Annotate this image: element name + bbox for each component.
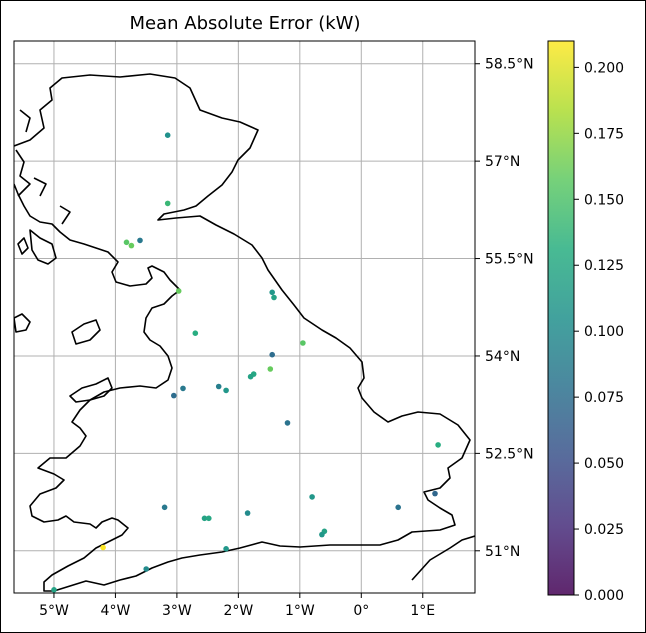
coastline-loch-2 (33, 177, 47, 197)
latitude-ticks: 51°N 52.5°N 54°N 55.5°N 57°N 58.5°N (475, 57, 534, 560)
data-point (432, 490, 438, 497)
lon-tick-label: 3°W (162, 603, 192, 619)
lon-tick-label: 0° (353, 603, 369, 619)
lon-tick-label: 2°W (223, 603, 253, 619)
data-point (269, 289, 276, 296)
map-area (13, 40, 476, 594)
data-point (395, 504, 402, 511)
lon-tick-label: 1°W (285, 603, 315, 619)
coastline-islands-1 (29, 229, 57, 265)
data-point (192, 330, 199, 337)
coastline-scotland-west (15, 149, 31, 197)
colorbar-tick-label: 0.150 (584, 192, 624, 208)
lon-tick-label: 1°E (410, 603, 435, 619)
coastline-france (411, 535, 475, 581)
coastline-loch-3 (59, 205, 71, 225)
data-point (164, 200, 171, 207)
chart-title: Mean Absolute Error (kW) (129, 13, 360, 34)
data-point (128, 242, 135, 249)
lat-tick-label: 54°N (485, 349, 520, 365)
coastline-isle-of-man (71, 319, 101, 345)
data-point (269, 351, 276, 358)
colorbar-ticks: 0.000 0.025 0.050 0.075 0.100 0.125 0.150 0.175… (574, 60, 624, 604)
lat-tick-label: 57°N (485, 154, 520, 170)
longitude-ticks: 5°W 4°W 3°W 2°W 1°W 0° 1°E (39, 593, 435, 619)
coastline-loch-1 (19, 109, 31, 133)
data-point (164, 132, 171, 138)
data-point (51, 587, 57, 593)
data-point (244, 510, 251, 516)
colorbar-tick-label: 0.175 (584, 126, 624, 142)
data-point (143, 566, 149, 572)
data-point (284, 420, 291, 426)
lat-tick-label: 55.5°N (485, 252, 534, 268)
colorbar-gradient (547, 40, 575, 596)
data-point (171, 392, 177, 399)
colorbar-tick-label: 0.200 (584, 60, 624, 76)
data-point (123, 239, 130, 246)
colorbar-tick-label: 0.125 (584, 258, 624, 274)
data-point (100, 544, 106, 551)
data-points (51, 132, 441, 593)
data-point (267, 366, 274, 372)
lon-tick-label: 5°W (39, 603, 69, 619)
colorbar-tick-label: 0.100 (584, 324, 624, 340)
data-point (137, 237, 143, 244)
data-point (161, 504, 168, 511)
coastline-anglesey (69, 377, 113, 403)
lat-tick-label: 51°N (485, 544, 520, 560)
coastline-islands-3 (14, 313, 31, 333)
lat-tick-label: 58.5°N (485, 57, 534, 73)
lon-tick-label: 4°W (101, 603, 131, 619)
colorbar-tick-label: 0.075 (584, 390, 624, 406)
gridlines (14, 41, 475, 593)
coastline-britain (14, 73, 471, 592)
data-point (223, 546, 229, 552)
data-point (309, 494, 315, 500)
data-point (271, 294, 277, 301)
colorbar-tick-label: 0.025 (584, 522, 624, 538)
lat-tick-label: 52.5°N (485, 446, 534, 462)
map-border (13, 40, 476, 594)
data-point (215, 383, 222, 390)
colorbar: 0.000 0.025 0.050 0.075 0.100 0.125 0.150 0.175… (547, 40, 624, 604)
coastlines (14, 73, 475, 592)
data-point (319, 531, 325, 538)
data-point (247, 373, 254, 380)
data-point (435, 442, 441, 448)
data-point (206, 515, 212, 522)
data-point (175, 288, 182, 294)
data-point (201, 515, 208, 522)
data-point (223, 387, 229, 394)
data-point (300, 340, 306, 346)
colorbar-tick-label: 0.000 (584, 588, 624, 604)
coastline-islands-2 (17, 237, 29, 255)
data-point (180, 385, 186, 392)
colorbar-tick-label: 0.050 (584, 456, 624, 472)
